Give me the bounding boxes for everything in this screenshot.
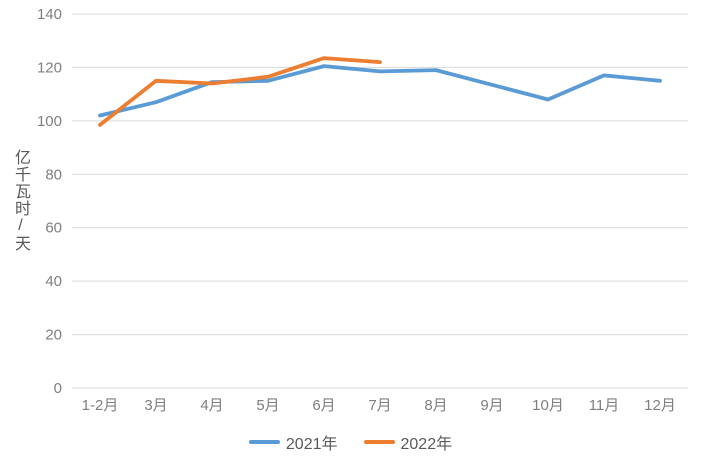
y-tick-label-120: 120 <box>37 59 62 76</box>
x-tick-label-10: 11月 <box>589 397 620 414</box>
legend: 2021年 2022年 <box>0 430 701 454</box>
y-tick-label-80: 80 <box>45 166 62 183</box>
x-tick-label-3: 4月 <box>200 397 223 414</box>
x-tick-label-2: 3月 <box>144 397 167 414</box>
x-tick-label-4: 5月 <box>256 397 279 414</box>
series-line-2022年 <box>98 56 382 127</box>
x-tick-label-7: 8月 <box>424 397 447 414</box>
y-tick-label-60: 60 <box>45 220 62 237</box>
y-axis-title: 亿千瓦时/天 <box>12 149 29 252</box>
series-line-2021年 <box>98 64 662 118</box>
legend-swatch-2022-icon <box>363 440 395 444</box>
y-tick-label-100: 100 <box>37 113 62 130</box>
legend-label-2022: 2022年 <box>400 436 453 453</box>
x-tick-label-9: 10月 <box>532 397 564 414</box>
x-tick-label-11: 12月 <box>644 397 676 414</box>
legend-item-2022: 2022年 <box>363 430 453 454</box>
legend-swatch-2021-icon <box>248 440 280 444</box>
y-tick-label-140: 140 <box>37 6 62 23</box>
x-tick-label-6: 7月 <box>368 397 391 414</box>
x-tick-label-1: 1-2月 <box>82 397 119 414</box>
y-tick-label-40: 40 <box>45 273 62 290</box>
x-tick-label-5: 6月 <box>312 397 335 414</box>
x-tick-label-8: 9月 <box>480 397 503 414</box>
y-tick-label-20: 20 <box>45 327 62 344</box>
legend-label-2021: 2021年 <box>285 436 338 453</box>
y-tick-label-0: 0 <box>54 380 62 397</box>
legend-item-2021: 2021年 <box>248 430 338 454</box>
